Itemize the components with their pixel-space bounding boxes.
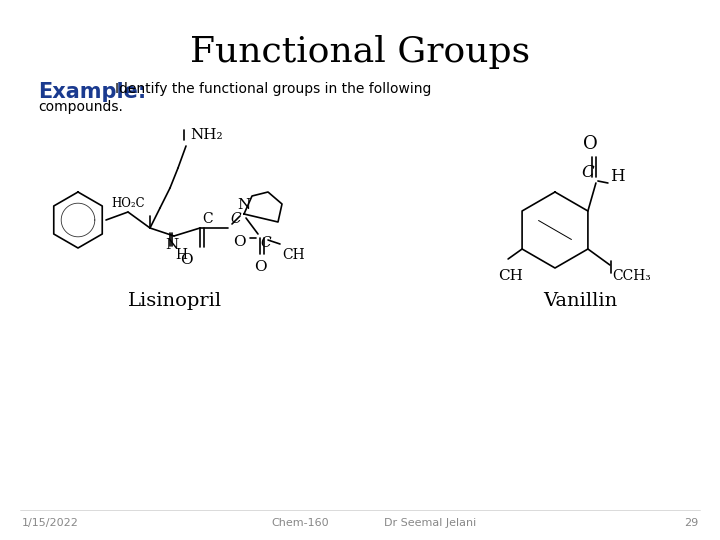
Text: O: O [181, 253, 193, 267]
Text: Chem-160: Chem-160 [271, 518, 329, 528]
Text: Example:: Example: [38, 82, 146, 102]
Text: Vanillin: Vanillin [543, 292, 617, 310]
Text: O: O [233, 235, 246, 249]
Text: H: H [610, 168, 624, 185]
Text: Lisinopril: Lisinopril [128, 292, 222, 310]
Text: H: H [175, 248, 187, 262]
Text: C: C [260, 236, 271, 250]
Text: Functional Groups: Functional Groups [190, 35, 530, 69]
Text: NH₂: NH₂ [190, 128, 222, 142]
Text: O: O [253, 260, 266, 274]
Text: O: O [582, 135, 598, 153]
Text: Dr Seemal Jelani: Dr Seemal Jelani [384, 518, 476, 528]
Text: Identify the functional groups in the following: Identify the functional groups in the fo… [115, 82, 431, 96]
Text: HO₂C: HO₂C [112, 197, 145, 210]
Text: C: C [581, 164, 594, 181]
Text: 1/15/2022: 1/15/2022 [22, 518, 79, 528]
Text: CH: CH [498, 269, 523, 283]
Text: compounds.: compounds. [38, 100, 123, 114]
Text: N: N [238, 198, 251, 212]
Text: 29: 29 [684, 518, 698, 528]
Text: CH: CH [282, 248, 305, 262]
Text: N: N [166, 238, 179, 252]
Text: C: C [202, 212, 212, 226]
Text: C: C [230, 212, 240, 226]
Text: CCH₃: CCH₃ [612, 269, 651, 283]
